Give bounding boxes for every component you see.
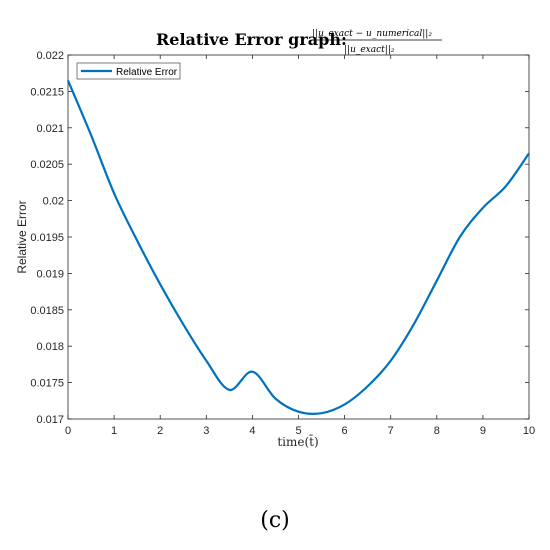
y-axis-label: Relative Error xyxy=(15,200,29,273)
y-tick-label: 0.0175 xyxy=(30,378,64,390)
plot-area: 0 1 2 3 4 5 6 7 8 9 10 0.017 0.0175 0.018 0.0185 0.019… xyxy=(30,50,535,437)
y-tick-label: 0.0215 xyxy=(30,86,64,98)
title-formula-numerator: ||u_exact − u_numerical||₂ xyxy=(312,29,432,39)
chart-title: Relative Error graph: xyxy=(156,30,347,49)
x-tick-label: 10 xyxy=(523,425,535,437)
x-tick-label: 8 xyxy=(434,425,440,437)
title-formula-denominator: ||u_exact||₂ xyxy=(344,45,395,55)
y-tick-label: 0.019 xyxy=(36,268,64,280)
y-tick-label: 0.0185 xyxy=(30,305,64,317)
y-tick-label: 0.017 xyxy=(36,414,64,426)
x-tick-label: 6 xyxy=(342,425,348,437)
x-tick-label: 5 xyxy=(295,425,301,437)
y-tick-label: 0.0195 xyxy=(30,232,64,244)
x-tick-label: 3 xyxy=(203,425,209,437)
x-tick-label: 9 xyxy=(480,425,486,437)
y-tick-label: 0.02 xyxy=(43,196,64,208)
x-tick-label: 2 xyxy=(157,425,163,437)
y-tick-label: 0.021 xyxy=(36,123,64,135)
y-tick-label: 0.018 xyxy=(36,341,64,353)
legend: Relative Error xyxy=(76,62,181,80)
y-axis-ticks: 0.017 0.0175 0.018 0.0185 0.019 0.0195 0.02 0.0… xyxy=(30,50,529,426)
x-tick-label: 0 xyxy=(65,425,71,437)
x-tick-label: 1 xyxy=(111,425,117,437)
legend-label-relative-error: Relative Error xyxy=(116,67,178,78)
series-line-relative-error xyxy=(66,80,530,415)
y-tick-label: 0.022 xyxy=(36,50,64,62)
legend-box xyxy=(76,62,181,80)
x-tick-label: 7 xyxy=(388,425,394,437)
x-tick-label: 4 xyxy=(249,425,255,437)
y-tick-label: 0.0205 xyxy=(30,159,64,171)
figure-caption: (c) xyxy=(260,508,290,533)
axes-box xyxy=(67,54,530,420)
x-axis-ticks: 0 1 2 3 4 5 6 7 8 9 10 xyxy=(65,55,535,437)
x-axis-label: time(t̄) xyxy=(277,433,318,449)
